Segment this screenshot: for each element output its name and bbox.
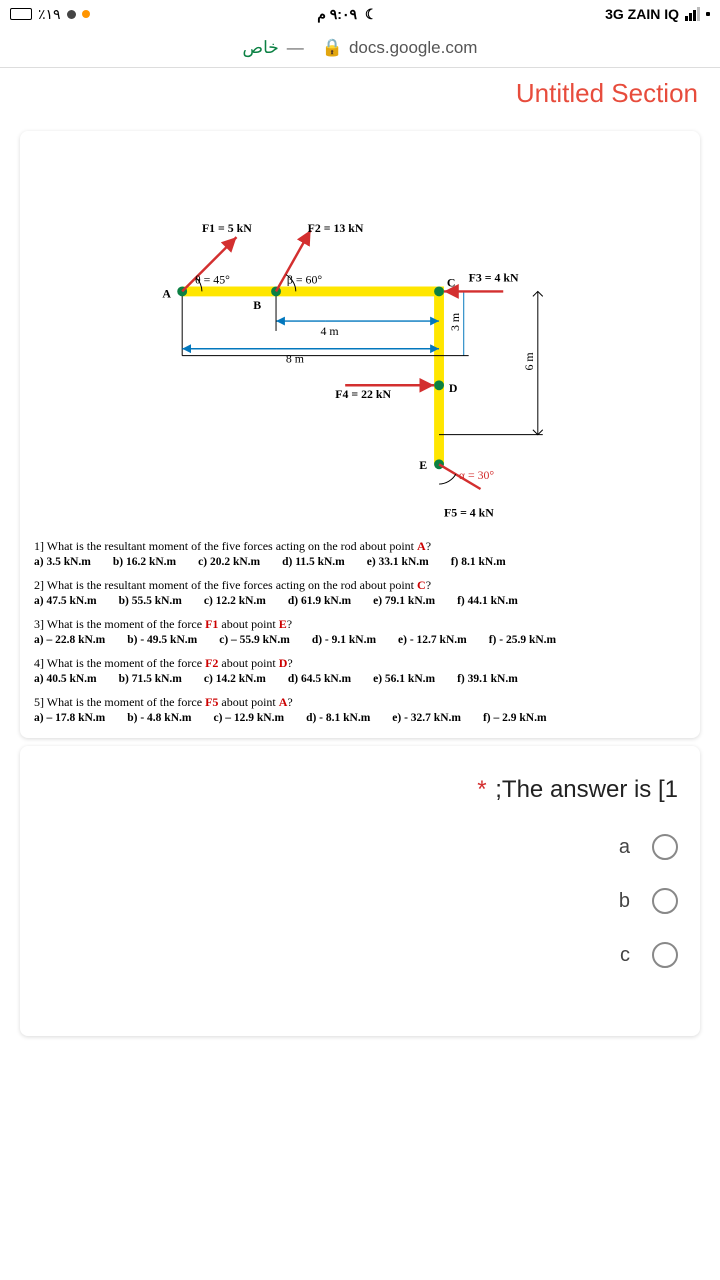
required-star: *	[477, 776, 486, 803]
option-text: a) – 17.8 kN.m	[34, 712, 105, 724]
option-text: c) 20.2 kN.m	[198, 556, 260, 568]
question-options: a) – 22.8 kN.m b) - 49.5 kN.m c) – 55.9 kN…	[34, 634, 686, 646]
signal-icon	[685, 7, 700, 21]
svg-text:A: A	[162, 286, 171, 300]
option-text: c) – 12.9 kN.m	[213, 712, 284, 724]
svg-text:F1 = 5 kN: F1 = 5 kN	[202, 221, 252, 235]
svg-text:β = 60°: β = 60°	[287, 273, 322, 287]
screencast-icon	[10, 8, 32, 20]
option-text: d) 61.9 kN.m	[288, 595, 351, 607]
answer-prompt: * ;The answer is [1	[42, 776, 678, 804]
answer-option-row[interactable]: a	[42, 834, 678, 860]
option-text: c) 12.2 kN.m	[204, 595, 266, 607]
question-text: 4] What is the moment of the force F2 ab…	[34, 656, 686, 671]
question-text: 5] What is the moment of the force F5 ab…	[34, 695, 686, 710]
questions-list: 1] What is the resultant moment of the f…	[34, 539, 686, 724]
question-card: 8 m 4 m 3 m 6 m A B C D	[20, 131, 700, 738]
option-text: a) – 22.8 kN.m	[34, 634, 105, 646]
answer-card: * ;The answer is [1 a b c	[20, 746, 700, 1036]
answer-option-label: c	[620, 944, 630, 967]
option-text: b) 71.5 kN.m	[119, 673, 182, 685]
question-options: a) 47.5 kN.m b) 55.5 kN.m c) 12.2 kN.m d) 6…	[34, 595, 686, 607]
status-right: 3G ZAIN IQ	[605, 6, 710, 22]
url-domain: docs.google.com	[349, 38, 478, 58]
svg-text:F3 = 4 kN: F3 = 4 kN	[469, 271, 519, 285]
option-text: c) – 55.9 kN.m	[219, 634, 290, 646]
section-title: Untitled Section	[0, 68, 720, 123]
svg-text:4 m: 4 m	[320, 324, 339, 338]
moon-icon: ☾	[365, 6, 378, 23]
svg-text:8 m: 8 m	[286, 352, 305, 366]
status-dot-orange	[82, 10, 90, 18]
option-text: b) 16.2 kN.m	[113, 556, 176, 568]
option-text: c) 14.2 kN.m	[204, 673, 266, 685]
option-text: e) 79.1 kN.m	[373, 595, 435, 607]
option-text: e) 56.1 kN.m	[373, 673, 435, 685]
question-block: 2] What is the resultant moment of the f…	[34, 578, 686, 607]
option-text: d) 64.5 kN.m	[288, 673, 351, 685]
option-text: e) - 12.7 kN.m	[398, 634, 467, 646]
option-text: a) 3.5 kN.m	[34, 556, 91, 568]
answer-option-label: a	[619, 836, 630, 859]
svg-text:3 m: 3 m	[448, 312, 462, 331]
signal-dot	[706, 12, 710, 16]
question-block: 4] What is the moment of the force F2 ab…	[34, 656, 686, 685]
status-bar: ٪١٩ ٩:٠٩ م ☾ 3G ZAIN IQ	[0, 0, 720, 28]
svg-text:α = 30°: α = 30°	[459, 468, 495, 482]
option-text: d) - 9.1 kN.m	[312, 634, 376, 646]
radio-icon[interactable]	[652, 834, 678, 860]
question-block: 1] What is the resultant moment of the f…	[34, 539, 686, 568]
option-text: e) 33.1 kN.m	[367, 556, 429, 568]
option-text: e) - 32.7 kN.m	[392, 712, 461, 724]
question-block: 3] What is the moment of the force F1 ab…	[34, 617, 686, 646]
option-text: f) 39.1 kN.m	[457, 673, 518, 685]
option-text: a) 40.5 kN.m	[34, 673, 97, 685]
question-block: 5] What is the moment of the force F5 ab…	[34, 695, 686, 724]
question-options: a) 3.5 kN.m b) 16.2 kN.m c) 20.2 kN.m d) 11…	[34, 556, 686, 568]
svg-text:D: D	[449, 381, 458, 395]
question-options: a) 40.5 kN.m b) 71.5 kN.m c) 14.2 kN.m d) 6…	[34, 673, 686, 685]
radio-icon[interactable]	[652, 888, 678, 914]
svg-text:E: E	[419, 458, 427, 472]
question-text: 1] What is the resultant moment of the f…	[34, 539, 686, 554]
status-time: ٩:٠٩ م ☾	[90, 6, 606, 23]
svg-text:B: B	[253, 298, 261, 312]
option-text: f) - 25.9 kN.m	[489, 634, 556, 646]
answer-options: a b c	[42, 834, 678, 968]
question-text: 3] What is the moment of the force F1 ab…	[34, 617, 686, 632]
svg-text:F4 = 22 kN: F4 = 22 kN	[335, 387, 391, 401]
option-text: d) 11.5 kN.m	[282, 556, 345, 568]
url-bar[interactable]: خاص — 🔒 docs.google.com	[0, 28, 720, 68]
question-options: a) – 17.8 kN.m b) - 4.8 kN.m c) – 12.9 kN.…	[34, 712, 686, 724]
svg-text:C: C	[447, 275, 456, 289]
svg-text:6 m: 6 m	[522, 352, 536, 371]
svg-text:F2 = 13 kN: F2 = 13 kN	[308, 221, 364, 235]
carrier-label: 3G ZAIN IQ	[605, 6, 679, 22]
radio-icon[interactable]	[652, 942, 678, 968]
answer-option-row[interactable]: b	[42, 888, 678, 914]
option-text: a) 47.5 kN.m	[34, 595, 97, 607]
diagram-container: 8 m 4 m 3 m 6 m A B C D	[34, 251, 686, 521]
url-dash: —	[287, 38, 304, 58]
question-text: 2] What is the resultant moment of the f…	[34, 578, 686, 593]
answer-option-label: b	[619, 890, 630, 913]
status-left: ٪١٩	[10, 6, 90, 23]
svg-text:θ = 45°: θ = 45°	[195, 273, 230, 287]
option-text: f) 44.1 kN.m	[457, 595, 518, 607]
option-text: f) – 2.9 kN.m	[483, 712, 547, 724]
answer-option-row[interactable]: c	[42, 942, 678, 968]
force-diagram: 8 m 4 m 3 m 6 m A B C D	[34, 131, 686, 521]
option-text: d) - 8.1 kN.m	[306, 712, 370, 724]
battery-percent: ٪١٩	[38, 6, 61, 23]
location-dot-icon	[67, 10, 76, 19]
option-text: f) 8.1 kN.m	[451, 556, 506, 568]
svg-text:F5 = 4 kN: F5 = 4 kN	[444, 506, 494, 520]
option-text: b) 55.5 kN.m	[119, 595, 182, 607]
url-left-text: خاص	[243, 38, 279, 58]
lock-icon: 🔒	[322, 38, 343, 58]
option-text: b) - 49.5 kN.m	[127, 634, 197, 646]
option-text: b) - 4.8 kN.m	[127, 712, 191, 724]
